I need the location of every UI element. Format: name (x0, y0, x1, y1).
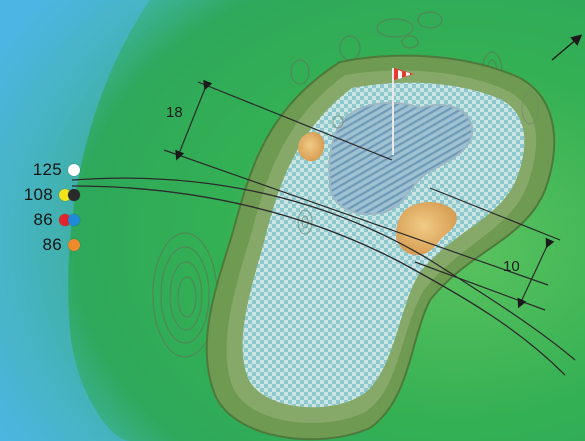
back-depth-label: 10 (503, 258, 520, 275)
yardage-value: 108 (23, 185, 53, 204)
tee-marker-white (68, 164, 80, 176)
green-upper-tier (328, 101, 474, 216)
yardage-value: 86 (33, 210, 53, 229)
tee-marker-orange (68, 239, 80, 251)
pin-flag-icon (392, 68, 414, 155)
yardage-value: 125 (32, 160, 62, 179)
bunker-right (396, 201, 457, 256)
yardage-row: 86 (0, 235, 80, 255)
back-dimension (414, 187, 561, 311)
yardage-row: 108 (0, 185, 80, 205)
yardage-row: 125 (0, 160, 80, 180)
bunker-left (298, 131, 325, 162)
tee-marker-blue (68, 214, 80, 226)
front-depth-label: 18 (166, 104, 183, 121)
putting-green (242, 82, 525, 408)
front-dimension (163, 79, 549, 286)
yardage-value: 86 (42, 235, 62, 254)
play-lines (71, 177, 576, 376)
green-contours (297, 91, 539, 235)
north-arrow-icon (551, 34, 583, 61)
water-hazard (0, 0, 150, 441)
yardage-row: 86 (0, 210, 80, 230)
tee-marker-black (68, 189, 80, 201)
